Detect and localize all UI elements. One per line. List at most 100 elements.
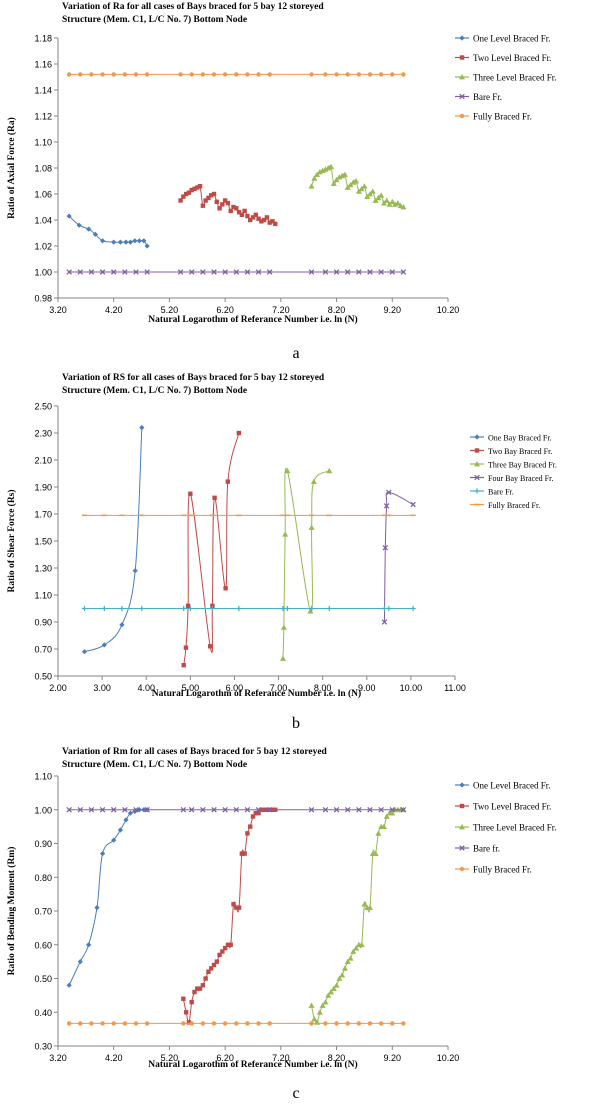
data-point [322, 806, 329, 813]
data-point [99, 806, 106, 813]
data-point [185, 603, 191, 608]
data-point [200, 983, 206, 988]
data-point [233, 806, 240, 813]
data-point [372, 850, 379, 857]
data-point [111, 239, 117, 245]
data-point [88, 806, 95, 813]
data-point [66, 72, 72, 77]
data-point [350, 948, 357, 954]
y-tick-label: 1.18 [34, 34, 52, 44]
data-point [187, 605, 193, 612]
data-point [119, 622, 125, 628]
data-point [256, 1021, 261, 1026]
chart-title-line: Variation of Rm for all cases of Bays br… [62, 747, 328, 757]
data-point [81, 649, 88, 655]
y-tick-label: 0.50 [34, 672, 52, 682]
y-axis-label: Ratio of Shear Force (Rs) [6, 489, 17, 592]
x-tick-label: 9.20 [384, 1053, 402, 1063]
legend-entry: One Level Braced Fr. [455, 781, 550, 791]
data-point [66, 269, 72, 275]
legend-swatch-marker [459, 824, 465, 830]
data-point [234, 905, 239, 910]
data-point [284, 605, 290, 612]
data-point [203, 198, 208, 203]
y-tick-label: 1.00 [34, 805, 52, 815]
data-point [267, 1021, 272, 1026]
data-point [378, 806, 384, 813]
chart-title-line: Structure (Mem. C1, L/C No. 7) Bottom No… [62, 385, 247, 396]
data-point [333, 269, 340, 275]
data-point [308, 269, 315, 275]
data-point [88, 269, 95, 275]
data-point [180, 806, 187, 813]
data-point [66, 213, 72, 219]
data-point [400, 806, 407, 813]
legend-label: Two Level Braced Fr. [473, 802, 551, 812]
y-tick-label: 1.10 [34, 591, 52, 601]
legend-entry: Three Level Braced Fr. [455, 73, 556, 83]
data-point [367, 72, 373, 77]
data-point [389, 269, 396, 275]
y-tick-label: 0.98 [34, 294, 52, 304]
data-point [344, 958, 351, 965]
legend-label: Bare Fr. [488, 488, 514, 497]
data-point [186, 1020, 192, 1025]
data-point [132, 568, 138, 574]
data-point [200, 72, 206, 77]
data-point [144, 269, 150, 275]
data-point [111, 72, 116, 77]
data-point [133, 72, 139, 77]
chart-title-line: Structure (Mem. C1, L/C No. 7) Bottom No… [62, 14, 247, 25]
y-tick-label: 0.90 [34, 839, 52, 849]
legend-swatch-marker [474, 474, 480, 481]
data-point [86, 942, 92, 948]
data-point [228, 208, 233, 214]
data-point [383, 813, 390, 819]
y-tick-label: 0.50 [34, 974, 52, 984]
data-point [181, 663, 186, 668]
data-point [245, 72, 250, 77]
series-bare-fr [66, 806, 407, 813]
data-point [248, 824, 253, 829]
data-point [77, 806, 84, 813]
data-point [228, 942, 233, 947]
series-two-bay-braced-fr [181, 430, 242, 668]
data-point [236, 605, 242, 612]
chart-title-line: Variation of Ra for all cases of Bays br… [62, 2, 324, 12]
y-tick-label: 1.16 [34, 60, 52, 70]
data-point [389, 810, 396, 816]
data-point [200, 806, 206, 813]
x-tick-label: 8.20 [328, 305, 346, 315]
data-point [77, 959, 83, 965]
data-point [94, 905, 100, 911]
caption-c: c [292, 1085, 300, 1102]
data-point [233, 269, 240, 275]
data-point [122, 72, 128, 77]
data-point [353, 945, 360, 951]
data-point [341, 965, 348, 971]
y-tick-label: 2.10 [34, 456, 52, 466]
legend-entry: Fully Braced Fr. [470, 501, 540, 510]
caption-b: b [292, 715, 300, 732]
data-point [334, 72, 339, 77]
data-point [200, 269, 206, 275]
x-tick-label: 6.20 [216, 305, 234, 315]
data-point [236, 210, 242, 215]
data-point [253, 810, 258, 816]
y-tick-label: 0.40 [34, 1008, 52, 1018]
data-point [178, 72, 183, 77]
series-two-level-braced-fr [178, 184, 278, 227]
legend-entry: Three Bay Braced Fr. [470, 461, 557, 470]
series-three-level-braced-fr [308, 163, 407, 210]
x-axis-label: Natural Logarothm of Referance Number i.… [152, 688, 361, 699]
chart-c-svg: Variation of Rm for all cases of Bays br… [6, 747, 556, 1070]
data-point [242, 851, 247, 856]
series-fully-braced-fr [66, 72, 406, 77]
data-point [211, 72, 217, 77]
data-point [144, 806, 150, 813]
legend-swatch-marker [474, 434, 480, 440]
data-point [111, 1021, 116, 1026]
data-point [66, 806, 72, 813]
data-point [328, 163, 334, 170]
data-point [225, 942, 231, 947]
